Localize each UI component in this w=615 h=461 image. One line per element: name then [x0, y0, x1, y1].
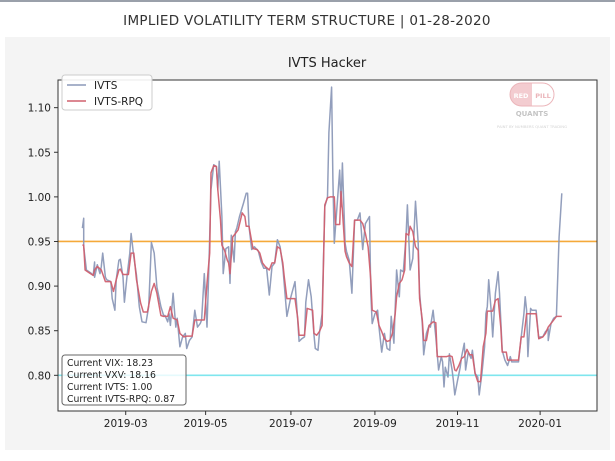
red-pill-logo: RED PILL QUANTS PAINT BY NUMBERS QUANT T…: [497, 82, 567, 129]
logo-quants: QUANTS: [516, 110, 549, 118]
y-tick-label: 1.05: [28, 147, 51, 159]
x-tick-label: 2019-11: [436, 418, 480, 430]
x-tick-label: 2019-07: [269, 418, 313, 430]
top-border: [0, 0, 615, 2]
ivts-rpq-series-line: [82, 164, 562, 383]
page-title: IMPLIED VOLATILITY TERM STRUCTURE | 01-2…: [123, 13, 491, 29]
info-box-frame: [61, 354, 187, 406]
info-box: Current VIX: 18.23 Current VXV: 18.16 Cu…: [61, 354, 187, 406]
chart-title: IVTS Hacker: [288, 56, 367, 71]
legend-rpq-label: IVTS-RPQ: [94, 96, 143, 108]
x-tick-label: 2019-03: [104, 418, 148, 430]
info-ivts-rpq: Current IVTS-RPQ: 0.87: [67, 394, 175, 405]
plot-frame: [57, 79, 598, 412]
x-tick-label: 2019-09: [353, 418, 397, 430]
x-tick-label: 2020-01: [518, 418, 562, 430]
series-lines: [81, 86, 563, 396]
x-tick-label: 2019-05: [184, 418, 228, 430]
logo-red: RED: [514, 92, 529, 100]
y-tick-label: 1.00: [28, 192, 51, 204]
logo-pill: PILL: [535, 92, 550, 100]
legend-ivts-label: IVTS: [94, 80, 118, 92]
pill-right-half: [532, 83, 554, 106]
y-tick-label: 0.80: [28, 370, 51, 382]
logo-tagline: PAINT BY NUMBERS QUANT TRADING: [497, 124, 567, 129]
ivts-series-line: [81, 86, 563, 396]
y-tick-label: 0.90: [28, 281, 51, 293]
x-axis: 2019-03 2019-05 2019-07 2019-09 2019-11 2020-…: [104, 411, 562, 430]
y-axis: 0.80 0.85 0.90 0.95 1.00 1.05 1.10: [28, 103, 58, 382]
legend: IVTS IVTS-RPQ: [61, 74, 153, 111]
y-tick-label: 0.95: [28, 236, 51, 248]
info-ivts: Current IVTS: 1.00: [67, 382, 152, 393]
info-vxv: Current VXV: 18.16: [67, 370, 156, 381]
y-tick-label: 0.85: [28, 326, 51, 338]
y-tick-label: 1.10: [28, 103, 51, 115]
info-vix: Current VIX: 18.23: [67, 358, 153, 369]
